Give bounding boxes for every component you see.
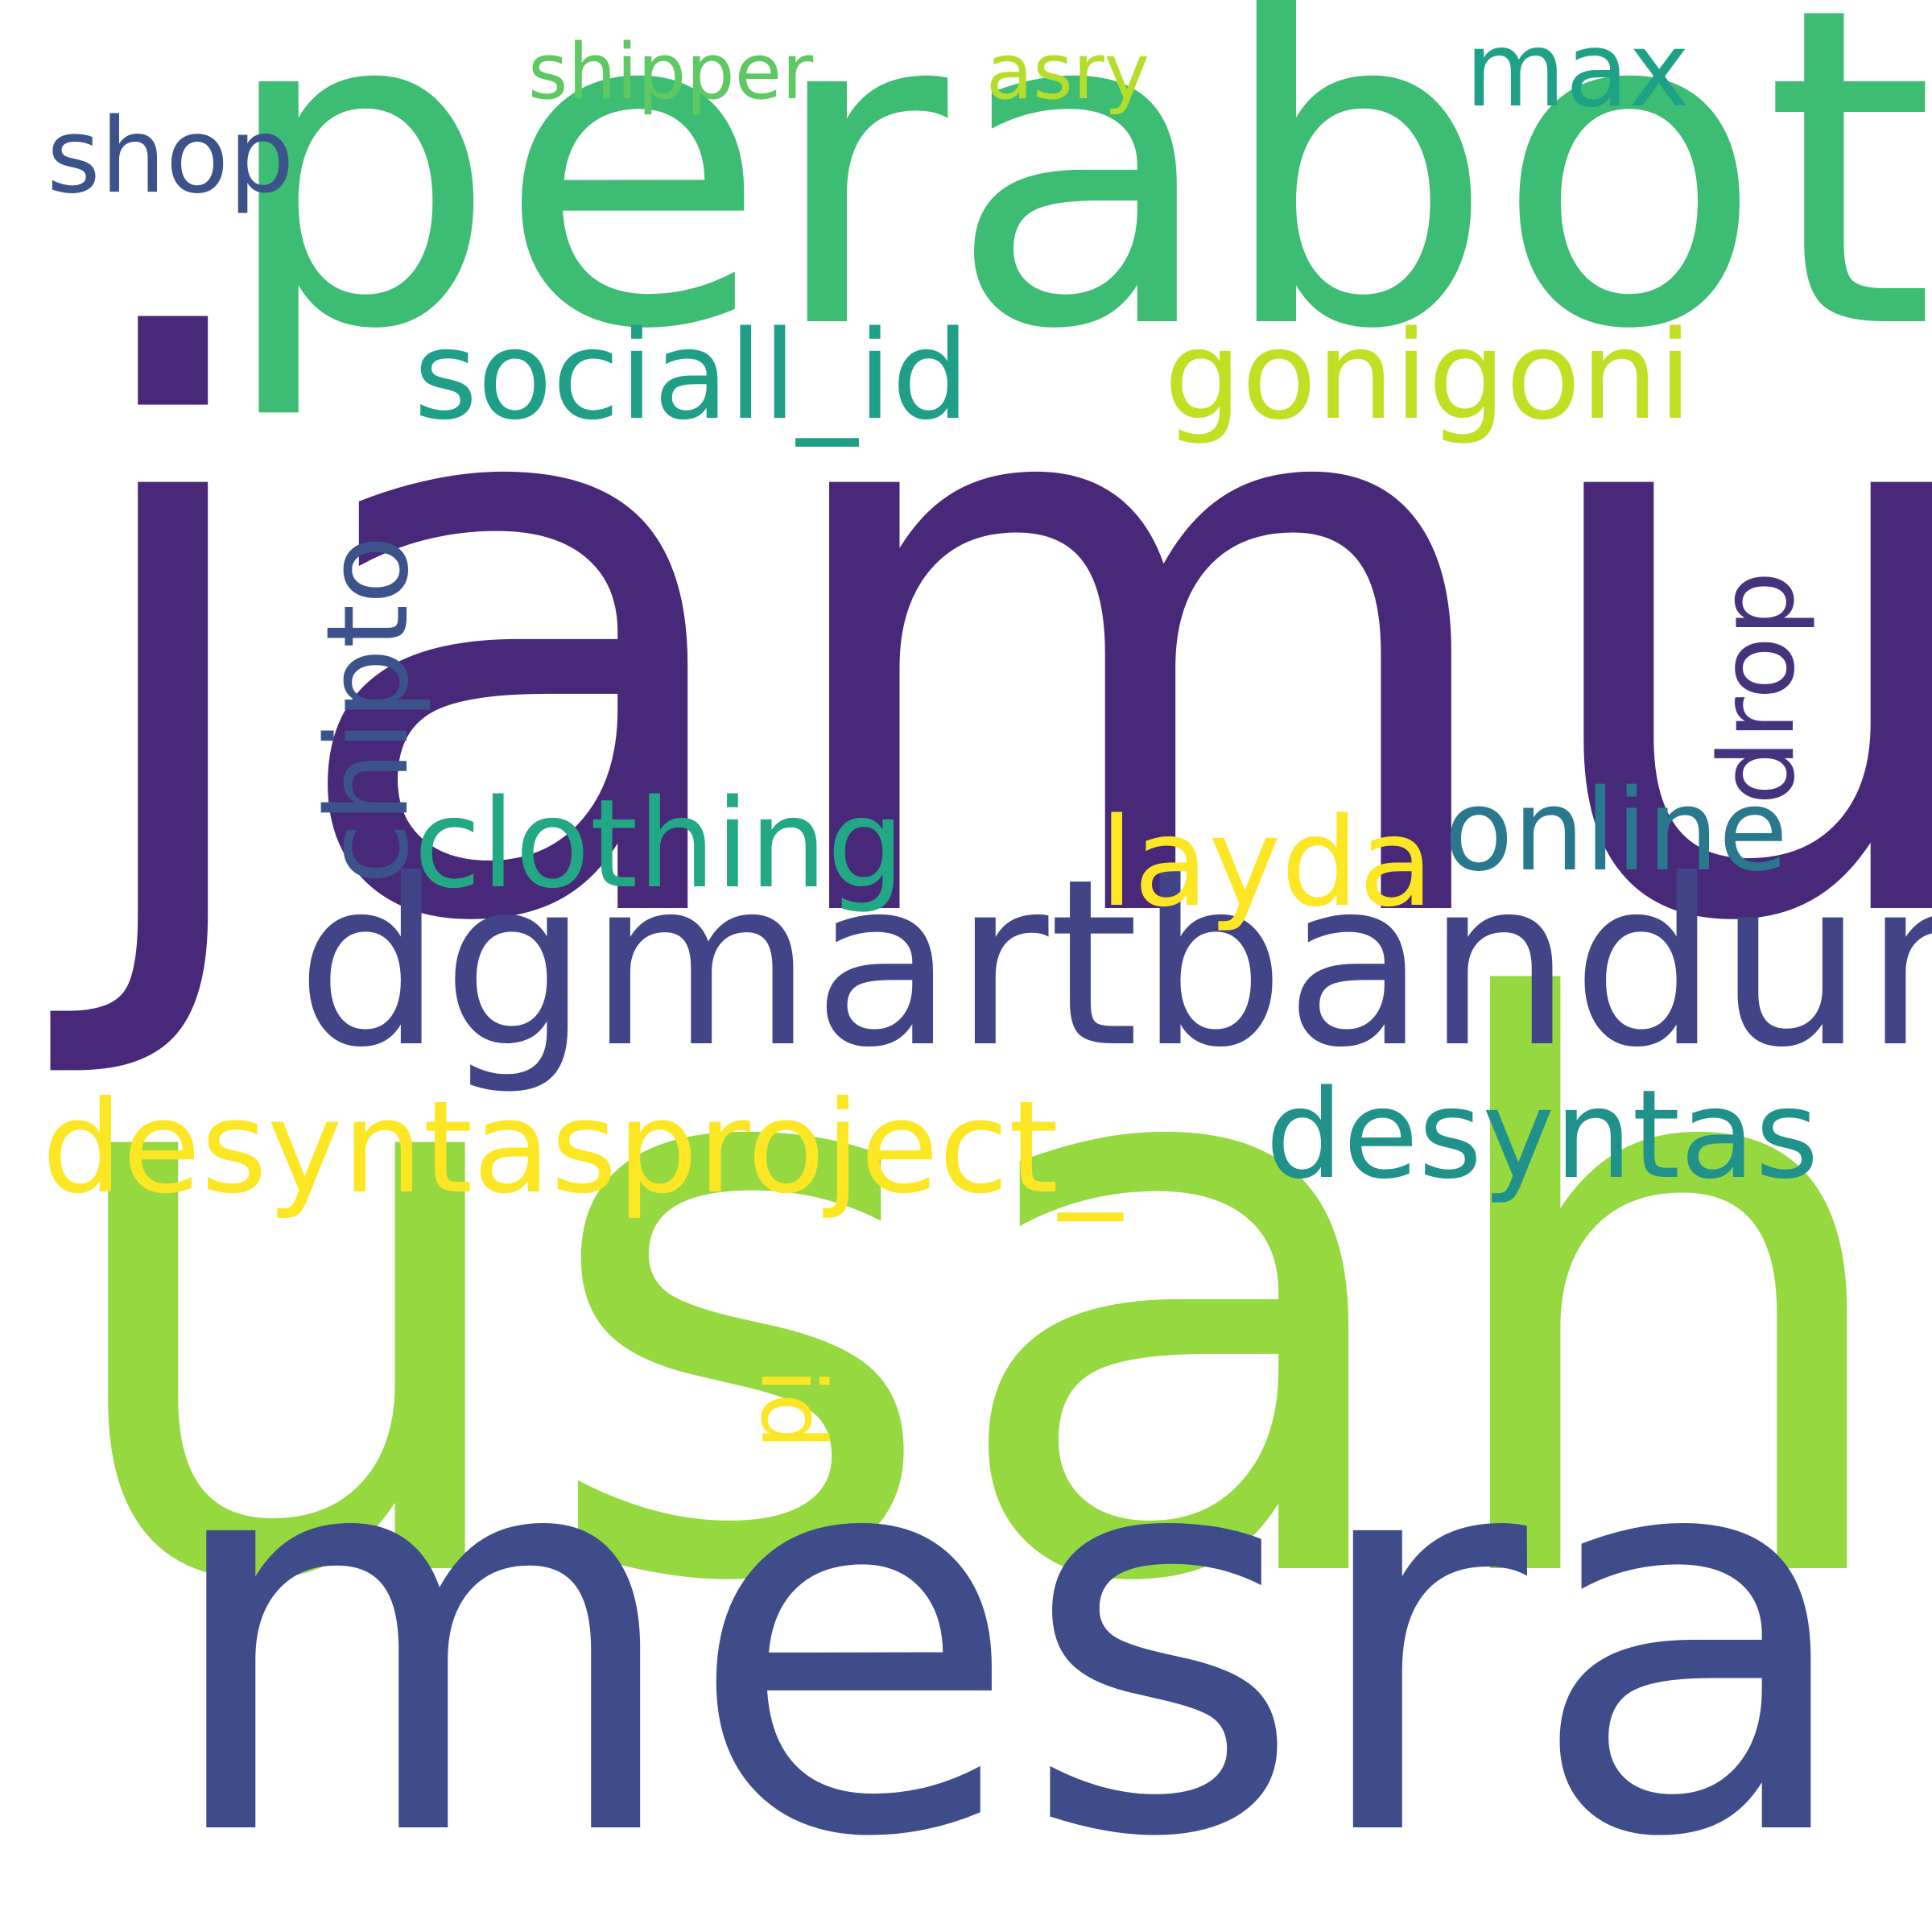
word-clothing: clothing — [414, 773, 905, 915]
word-perabot: perabot — [219, 0, 1932, 425]
word-online: online — [1444, 766, 1789, 897]
word-mesra: mesra — [157, 1323, 1860, 1932]
word-id: id — [741, 1368, 844, 1450]
word-drop: drop — [1698, 571, 1818, 805]
word-asry: asry — [986, 28, 1150, 117]
word-layda: layda — [1100, 791, 1434, 934]
word-jamur: jamur — [64, 185, 1932, 1092]
word-gonigoni: gonigoni — [1164, 304, 1693, 447]
word-sociall-id: sociall_id — [414, 304, 970, 447]
word-desyntasproject: desyntasproject_ — [42, 1074, 1122, 1222]
word-usaha: usaha — [42, 845, 1932, 1752]
word-shop: shop — [47, 97, 295, 217]
word-max: max — [1465, 10, 1690, 130]
word-shipper: shipper — [528, 28, 814, 117]
word-dgmartbandung: dgmartbandung — [296, 831, 1932, 1098]
word-chipto: chipto — [303, 535, 434, 885]
word-desyntas: desyntas — [1265, 1063, 1819, 1206]
